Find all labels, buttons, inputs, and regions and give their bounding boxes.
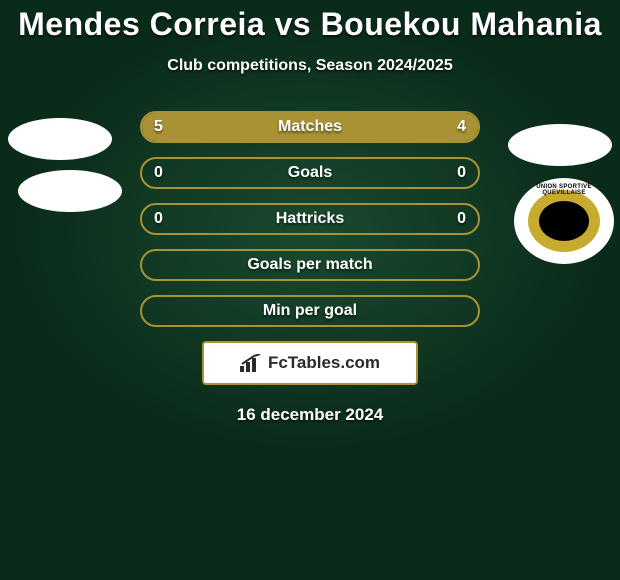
stat-label: Matches [278,118,342,136]
content-wrapper: Mendes Correia vs Bouekou Mahania Club c… [0,0,620,580]
stat-value-left: 5 [154,118,163,136]
stat-row: 0 Goals 0 [140,157,480,189]
stat-row: 5 Matches 4 [140,111,480,143]
stat-fill-right [330,113,478,141]
subtitle: Club competitions, Season 2024/2025 [167,57,452,75]
date-text: 16 december 2024 [237,405,384,425]
club-badge-right-text: UNION SPORTIVE QUEVILLAISE [514,184,614,196]
stat-value-right: 0 [457,164,466,182]
stat-value-left: 0 [154,210,163,228]
footer-brand-box[interactable]: FcTables.com [202,341,418,385]
club-badge-right-center [539,201,589,241]
player-avatar-right [508,124,612,166]
stat-value-right: 0 [457,210,466,228]
page-title: Mendes Correia vs Bouekou Mahania [18,6,602,43]
stat-value-right: 4 [457,118,466,136]
stat-value-left: 0 [154,164,163,182]
stat-label: Goals [288,164,332,182]
stat-row: Goals per match [140,249,480,281]
stat-label: Goals per match [247,256,372,274]
club-badge-left [18,170,122,212]
chart-icon [240,354,262,372]
stat-row: 0 Hattricks 0 [140,203,480,235]
player-avatar-left [8,118,112,160]
brand-text: FcTables.com [268,353,380,373]
stat-label: Hattricks [276,210,344,228]
stat-label: Min per goal [263,302,357,320]
stat-row: Min per goal [140,295,480,327]
club-badge-right: UNION SPORTIVE QUEVILLAISE [514,178,614,264]
